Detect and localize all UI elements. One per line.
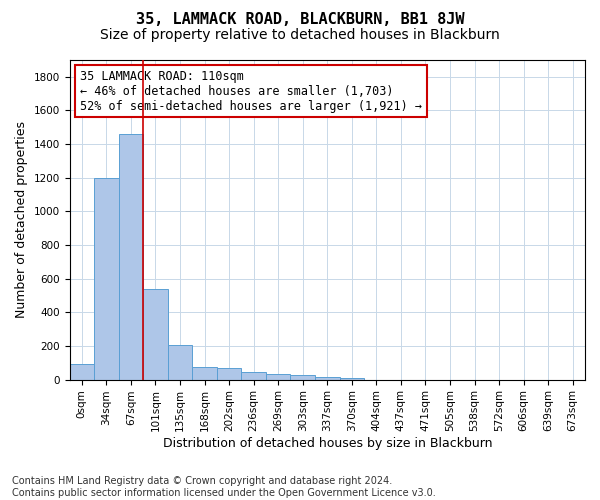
Bar bbox=[266, 374, 290, 380]
Bar bbox=[241, 372, 266, 380]
Bar bbox=[192, 367, 217, 380]
Bar bbox=[217, 368, 241, 380]
Bar bbox=[340, 378, 364, 380]
Text: Size of property relative to detached houses in Blackburn: Size of property relative to detached ho… bbox=[100, 28, 500, 42]
Text: Contains HM Land Registry data © Crown copyright and database right 2024.
Contai: Contains HM Land Registry data © Crown c… bbox=[12, 476, 436, 498]
Bar bbox=[119, 134, 143, 380]
Bar bbox=[94, 178, 119, 380]
Text: 35, LAMMACK ROAD, BLACKBURN, BB1 8JW: 35, LAMMACK ROAD, BLACKBURN, BB1 8JW bbox=[136, 12, 464, 28]
Y-axis label: Number of detached properties: Number of detached properties bbox=[15, 122, 28, 318]
X-axis label: Distribution of detached houses by size in Blackburn: Distribution of detached houses by size … bbox=[163, 437, 492, 450]
Bar bbox=[70, 364, 94, 380]
Bar bbox=[143, 289, 168, 380]
Bar bbox=[168, 345, 192, 380]
Bar bbox=[290, 376, 315, 380]
Text: 35 LAMMACK ROAD: 110sqm
← 46% of detached houses are smaller (1,703)
52% of semi: 35 LAMMACK ROAD: 110sqm ← 46% of detache… bbox=[80, 70, 422, 112]
Bar bbox=[315, 376, 340, 380]
